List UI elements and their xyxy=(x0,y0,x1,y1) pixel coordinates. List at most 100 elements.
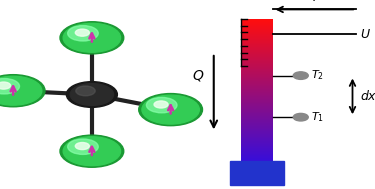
Bar xyxy=(241,34,273,35)
Bar xyxy=(241,99,273,100)
Bar xyxy=(241,56,273,57)
Circle shape xyxy=(75,29,89,36)
Circle shape xyxy=(63,137,121,166)
Bar xyxy=(241,35,273,36)
Bar xyxy=(241,72,273,73)
Bar xyxy=(241,158,273,159)
Bar xyxy=(241,55,273,56)
Circle shape xyxy=(75,143,89,150)
Bar xyxy=(241,135,273,136)
Bar xyxy=(241,134,273,135)
Bar xyxy=(241,25,273,26)
Bar xyxy=(241,73,273,74)
Bar xyxy=(241,66,273,67)
Bar xyxy=(241,94,273,95)
Bar xyxy=(241,74,273,75)
Bar xyxy=(241,105,273,106)
Bar xyxy=(241,61,273,62)
Bar xyxy=(241,93,273,94)
Bar xyxy=(241,30,273,31)
Bar xyxy=(241,115,273,116)
Bar xyxy=(241,145,273,146)
Bar xyxy=(241,27,273,28)
Bar xyxy=(241,131,273,132)
Bar xyxy=(241,141,273,142)
Bar xyxy=(241,34,273,35)
Bar xyxy=(241,104,273,105)
Bar xyxy=(241,138,273,139)
Bar xyxy=(241,41,273,42)
Bar xyxy=(241,118,273,119)
Circle shape xyxy=(60,22,124,54)
Circle shape xyxy=(76,86,95,96)
Bar xyxy=(241,128,273,129)
Bar xyxy=(241,37,273,38)
Bar xyxy=(241,69,273,70)
Circle shape xyxy=(146,97,177,113)
Bar xyxy=(241,21,273,22)
Bar xyxy=(241,151,273,152)
Bar xyxy=(241,36,273,37)
Circle shape xyxy=(293,113,308,121)
Bar xyxy=(241,160,273,161)
Bar xyxy=(241,51,273,52)
Bar xyxy=(241,114,273,115)
Bar xyxy=(241,71,273,72)
Bar xyxy=(241,157,273,158)
Bar xyxy=(241,52,273,53)
Bar xyxy=(230,161,284,185)
Bar xyxy=(241,100,273,101)
Bar xyxy=(241,140,273,141)
Bar xyxy=(241,83,273,84)
Bar xyxy=(241,106,273,107)
Bar xyxy=(241,67,273,68)
Bar xyxy=(241,139,273,140)
Text: $dx$: $dx$ xyxy=(360,89,375,103)
Bar xyxy=(241,80,273,81)
Bar xyxy=(241,87,273,88)
Bar xyxy=(241,45,273,46)
Bar xyxy=(241,82,273,83)
Bar xyxy=(241,62,273,63)
Circle shape xyxy=(0,78,20,94)
Bar xyxy=(241,155,273,156)
Bar xyxy=(241,137,273,138)
Bar xyxy=(241,111,273,112)
Bar xyxy=(241,156,273,157)
Circle shape xyxy=(0,75,45,107)
Bar xyxy=(241,28,273,29)
Bar xyxy=(241,79,273,80)
Bar xyxy=(241,120,273,121)
Bar xyxy=(241,146,273,147)
Bar xyxy=(241,65,273,66)
Bar xyxy=(241,50,273,51)
Bar xyxy=(241,119,273,120)
Bar xyxy=(241,126,273,127)
Circle shape xyxy=(0,76,42,105)
Bar xyxy=(241,85,273,86)
Bar xyxy=(241,38,273,39)
Bar xyxy=(241,102,273,103)
Bar xyxy=(241,88,273,89)
Bar xyxy=(241,123,273,124)
Text: $Q$: $Q$ xyxy=(192,68,204,83)
Bar xyxy=(241,122,273,123)
Bar xyxy=(241,142,273,143)
Bar xyxy=(241,95,273,96)
Bar xyxy=(241,90,273,91)
Bar xyxy=(241,98,273,99)
Bar xyxy=(241,22,273,23)
Bar xyxy=(241,81,273,82)
Bar xyxy=(241,121,273,122)
Bar xyxy=(241,47,273,48)
Bar xyxy=(241,96,273,97)
Bar xyxy=(241,150,273,151)
Circle shape xyxy=(60,135,124,167)
Bar xyxy=(241,103,273,104)
Bar xyxy=(241,78,273,79)
Circle shape xyxy=(154,101,168,108)
Circle shape xyxy=(68,139,98,154)
Bar xyxy=(241,54,273,55)
Bar xyxy=(241,23,273,24)
Bar xyxy=(241,59,273,60)
